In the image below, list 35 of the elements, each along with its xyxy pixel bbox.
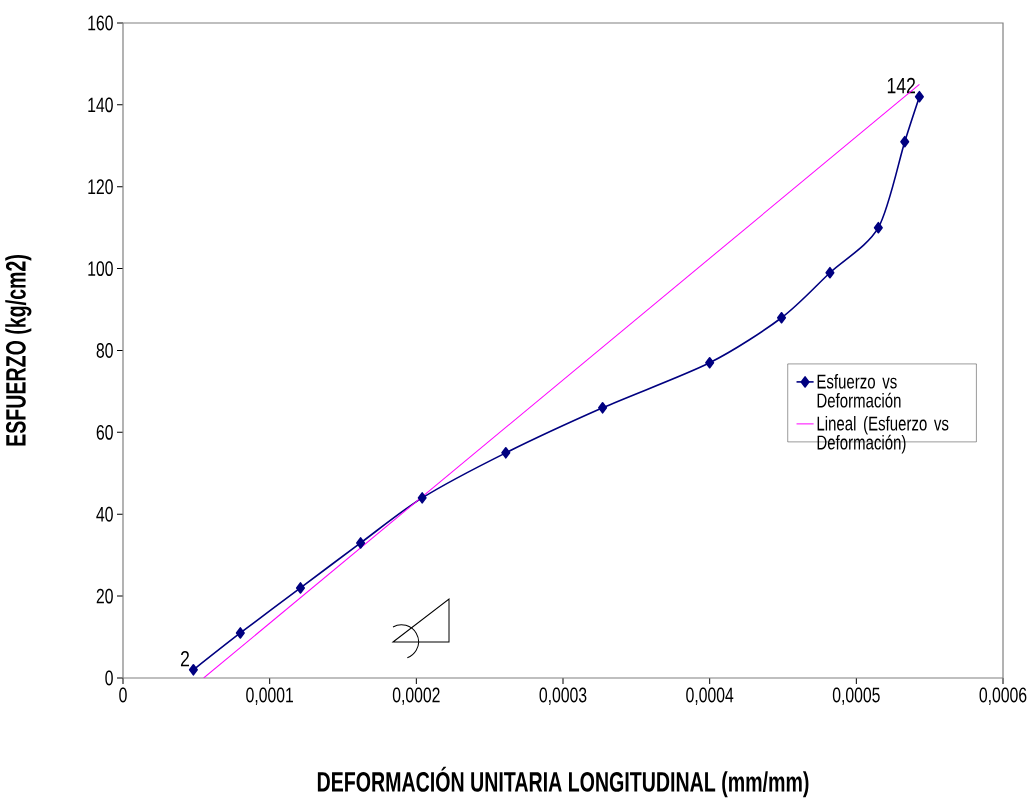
- data-label: 142: [887, 77, 915, 94]
- point: [914, 90, 924, 103]
- y-tick-label: 100: [88, 261, 113, 277]
- y-tick-label: 20: [96, 588, 113, 604]
- x-tick-label: 0,0004: [686, 687, 734, 705]
- x-tick-label: 0,0002: [392, 687, 440, 705]
- y-tick-label: 0: [105, 670, 113, 686]
- legend-label: Esfuerzo vs Deformación: [817, 373, 901, 408]
- x-axis-title: DEFORMACIÓN UNITARIA LONGITUDINAL (mm/mm): [317, 766, 809, 798]
- point: [235, 627, 245, 639]
- x-tick-label: 0,0001: [246, 687, 293, 705]
- point: [188, 664, 198, 676]
- point: [705, 356, 715, 369]
- point: [776, 311, 787, 324]
- x-tick-label: 0: [119, 687, 127, 703]
- y-axis-title: ESFUERZO (kg/cm2): [5, 255, 32, 446]
- x-tick-label: 0,0003: [539, 687, 587, 705]
- y-tick-label: 160: [88, 15, 113, 31]
- point: [873, 221, 883, 234]
- point: [356, 537, 366, 549]
- y-tick-label: 120: [88, 179, 113, 195]
- point: [825, 266, 835, 279]
- point: [295, 582, 306, 594]
- point: [900, 135, 910, 148]
- x-tick-label: 0,0006: [979, 687, 1027, 705]
- y-tick-label: 40: [96, 506, 113, 522]
- y-tick-label: 60: [96, 424, 113, 440]
- y-tick-label: 80: [96, 343, 113, 358]
- x-tick-label: 0,0005: [832, 687, 880, 705]
- data-label: 2: [180, 650, 189, 667]
- point: [417, 492, 427, 504]
- legend-label: Lineal (Esfuerzo vs Deformación): [817, 415, 949, 454]
- y-tick-label: 140: [88, 97, 113, 113]
- point: [598, 402, 608, 414]
- point: [501, 447, 511, 459]
